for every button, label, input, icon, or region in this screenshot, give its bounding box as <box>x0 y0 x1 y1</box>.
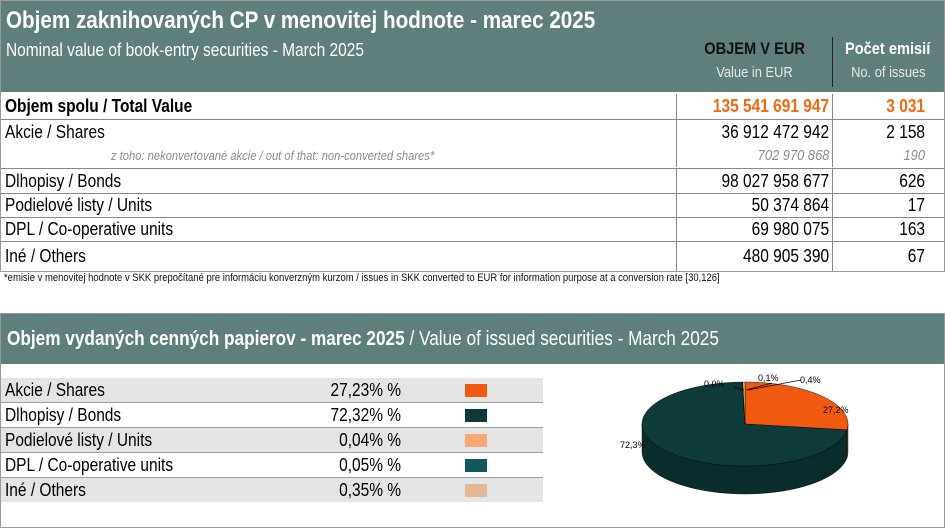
column-subheader-volume: Value in EUR <box>716 64 793 81</box>
row-count: 163 <box>899 219 925 239</box>
color-swatch <box>465 434 487 447</box>
row-count: 626 <box>899 170 925 191</box>
column-header-count: Počet emisií <box>845 39 931 58</box>
color-swatch <box>465 384 487 397</box>
table-row-subitem: z toho: nekonvertované akcie / out of th… <box>1 144 944 167</box>
table-title: Objem zaknihovaných CP v menovitej hodno… <box>6 7 596 34</box>
row-count: 2 158 <box>886 121 925 142</box>
share-table: Akcie / Shares 27,23% % Dlhopisy / Bonds… <box>1 378 543 502</box>
data-label: 0,0% <box>704 379 725 389</box>
share-label: Iné / Others <box>5 480 86 500</box>
row-count: 67 <box>907 246 925 266</box>
row-value: 36 912 472 942 <box>721 121 829 142</box>
row-count: 190 <box>903 147 925 164</box>
table-row: DPL / Co-operative units 69 980 075 163 <box>1 218 944 241</box>
row-value: 480 905 390 <box>742 246 829 266</box>
leader-line <box>747 379 802 391</box>
color-swatch <box>465 484 487 497</box>
column-header-volume: OBJEM V EUR <box>704 39 805 58</box>
row-label: DPL / Co-operative units <box>5 219 174 239</box>
row-label: Akcie / Shares <box>5 121 105 142</box>
row-value: 98 027 958 677 <box>721 170 829 191</box>
row-label: Dlhopisy / Bonds <box>5 170 122 191</box>
row-label: Objem spolu / Total Value <box>5 96 193 116</box>
slice-others <box>742 381 746 425</box>
share-value: 0,35% % <box>339 480 401 500</box>
header-divider <box>832 37 833 87</box>
column-subheader-count: No. of issues <box>850 64 926 81</box>
share-row-bonds: Dlhopisy / Bonds 72,32% % <box>1 403 543 427</box>
share-row-cooperative: DPL / Co-operative units 0,05% % <box>1 453 543 477</box>
book-entry-table: Objem zaknihovaných CP v menovitej hodno… <box>0 0 945 272</box>
table-row: Dlhopisy / Bonds 98 027 958 677 626 <box>1 169 944 193</box>
share-title: Objem vydaných cenných papierov - marec … <box>7 328 719 350</box>
row-value: 135 541 691 947 <box>712 96 829 116</box>
table-subtitle: Nominal value of book-entry securities -… <box>6 40 364 60</box>
table-row: Akcie / Shares 36 912 472 942 2 158 <box>1 120 944 144</box>
share-row-units: Podielové listy / Units 0,04% % <box>1 428 543 452</box>
footnote: *emisie v menovitej hodnote v SKK prepoč… <box>4 272 720 284</box>
share-label: Dlhopisy / Bonds <box>5 405 122 425</box>
share-label: Podielové listy / Units <box>5 430 153 450</box>
data-label: 27,2% <box>823 405 849 415</box>
share-label: Akcie / Shares <box>5 380 105 400</box>
row-label: Podielové listy / Units <box>5 195 153 215</box>
data-label: 72,3% <box>620 440 646 450</box>
slice-bonds <box>641 381 848 467</box>
pie-chart: 27,2% 72,3% 0,0% 0,1% 0,4% <box>620 373 849 495</box>
row-count: 17 <box>907 195 925 215</box>
row-count: 3 031 <box>886 96 925 116</box>
issued-securities-panel: Objem vydaných cenných papierov - marec … <box>0 313 945 528</box>
share-value: 72,32% % <box>330 405 401 425</box>
table-row: Podielové listy / Units 50 374 864 17 <box>1 194 944 217</box>
color-swatch <box>465 459 487 472</box>
data-label: 0,4% <box>800 375 821 385</box>
row-label: z toho: nekonvertované akcie / out of th… <box>111 148 435 163</box>
row-label: Iné / Others <box>5 246 86 266</box>
row-value: 50 374 864 <box>751 195 829 215</box>
share-value: 27,23% % <box>330 380 401 400</box>
share-value: 0,05% % <box>339 455 401 475</box>
leader-line <box>733 386 745 391</box>
share-header: Objem vydaných cenných papierov - marec … <box>1 314 944 364</box>
share-row-shares: Akcie / Shares 27,23% % <box>1 378 543 402</box>
data-label: 0,1% <box>758 373 779 383</box>
table-row-total: Objem spolu / Total Value 135 541 691 94… <box>1 94 944 119</box>
row-value: 69 980 075 <box>751 219 829 239</box>
leader-line <box>745 382 773 391</box>
share-row-others: Iné / Others 0,35% % <box>1 478 543 502</box>
table-row: Iné / Others 480 905 390 67 <box>1 242 944 271</box>
share-label: DPL / Co-operative units <box>5 455 174 475</box>
share-value: 0,04% % <box>339 430 401 450</box>
row-value: 702 970 868 <box>757 147 829 164</box>
table-header: Objem zaknihovaných CP v menovitej hodno… <box>1 1 944 92</box>
color-swatch <box>465 409 487 422</box>
